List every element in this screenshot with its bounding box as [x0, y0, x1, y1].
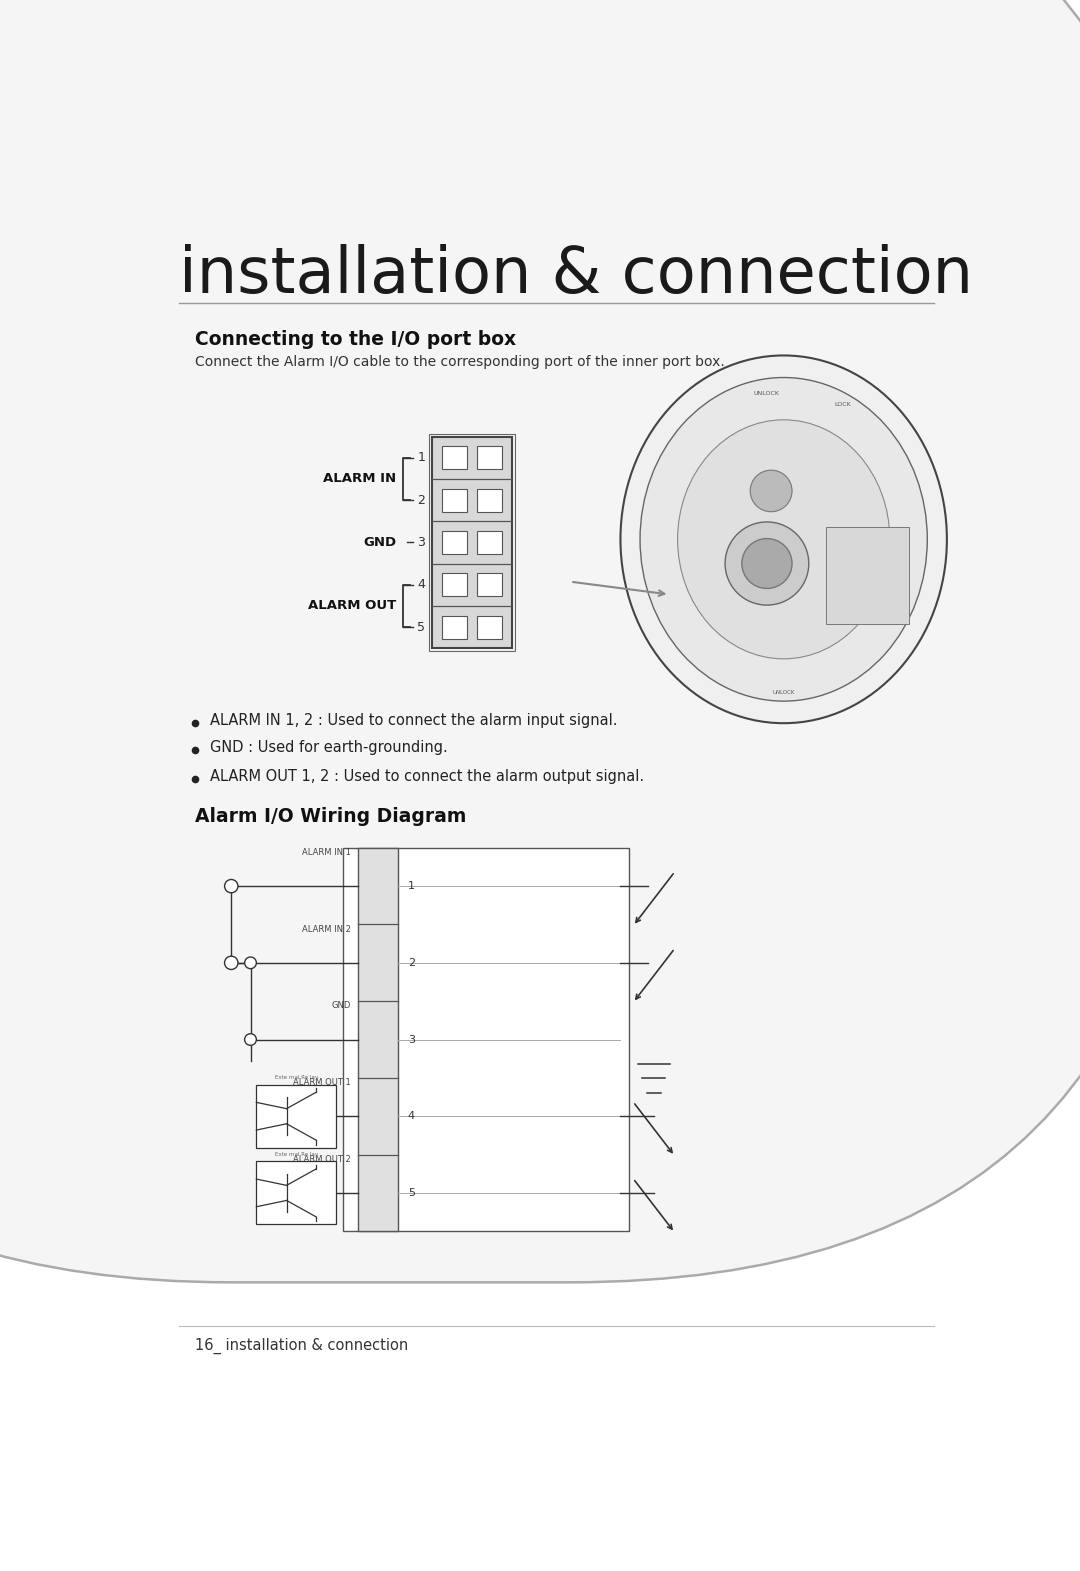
Bar [429, 434, 515, 650]
Text: 1: 1 [408, 881, 415, 891]
Bar [477, 446, 501, 470]
Text: installation & connection: installation & connection [178, 244, 972, 306]
Bar [256, 1084, 336, 1148]
Text: 4: 4 [418, 578, 426, 591]
Circle shape [225, 957, 238, 969]
FancyBboxPatch shape [0, 0, 1080, 1282]
Text: Exte rnal Re lay: Exte rnal Re lay [274, 1075, 318, 1079]
Bar [442, 531, 467, 555]
Text: Connect the Alarm I/O cable to the corresponding port of the inner port box.: Connect the Alarm I/O cable to the corre… [195, 355, 725, 369]
Text: 3: 3 [418, 536, 426, 548]
Text: ALARM OUT 1, 2 : Used to connect the alarm output signal.: ALARM OUT 1, 2 : Used to connect the ala… [211, 768, 645, 784]
Bar [477, 573, 501, 595]
Circle shape [225, 880, 238, 892]
Text: GND: GND [363, 536, 396, 548]
Bar [256, 1161, 336, 1224]
Text: 16_ installation & connection: 16_ installation & connection [195, 1338, 408, 1354]
Text: ALARM OUT 2: ALARM OUT 2 [293, 1155, 351, 1164]
Circle shape [742, 539, 792, 589]
Ellipse shape [620, 355, 947, 723]
Circle shape [245, 1034, 256, 1045]
Bar [825, 528, 909, 624]
Bar [357, 848, 397, 1232]
Circle shape [725, 522, 809, 605]
Text: UNLOCK: UNLOCK [772, 690, 795, 694]
Bar [442, 446, 467, 470]
Text: 4: 4 [408, 1111, 415, 1122]
Text: ALARM OUT: ALARM OUT [308, 600, 396, 613]
Bar [342, 848, 629, 1232]
Text: 2: 2 [418, 493, 426, 506]
Text: Exte rnal Re lay: Exte rnal Re lay [274, 1152, 318, 1156]
Bar [442, 616, 467, 638]
Bar [442, 573, 467, 595]
Text: ALARM IN 2: ALARM IN 2 [302, 925, 351, 933]
Circle shape [751, 470, 792, 512]
Bar [477, 489, 501, 512]
Text: GND : Used for earth-grounding.: GND : Used for earth-grounding. [211, 740, 448, 756]
Text: 5: 5 [408, 1188, 415, 1199]
Bar [432, 437, 512, 649]
Text: ALARM OUT 1: ALARM OUT 1 [293, 1078, 351, 1087]
Text: Connecting to the I/O port box: Connecting to the I/O port box [195, 330, 516, 349]
Bar [442, 489, 467, 512]
Text: LOCK: LOCK [834, 402, 851, 407]
Text: ALARM IN 1, 2 : Used to connect the alarm input signal.: ALARM IN 1, 2 : Used to connect the alar… [211, 713, 618, 729]
Text: GND: GND [332, 1001, 351, 1010]
Text: 2: 2 [408, 958, 415, 968]
Circle shape [245, 957, 256, 969]
Ellipse shape [677, 419, 890, 658]
Text: ALARM IN: ALARM IN [323, 473, 396, 485]
Ellipse shape [640, 377, 928, 701]
Bar [477, 531, 501, 555]
Text: UNLOCK: UNLOCK [754, 391, 780, 396]
Text: ALARM IN 1: ALARM IN 1 [302, 848, 351, 858]
Text: Alarm I/O Wiring Diagram: Alarm I/O Wiring Diagram [195, 806, 467, 826]
Text: 3: 3 [408, 1035, 415, 1045]
Text: 5: 5 [418, 621, 426, 633]
Text: 1: 1 [418, 451, 426, 463]
Bar [477, 616, 501, 638]
